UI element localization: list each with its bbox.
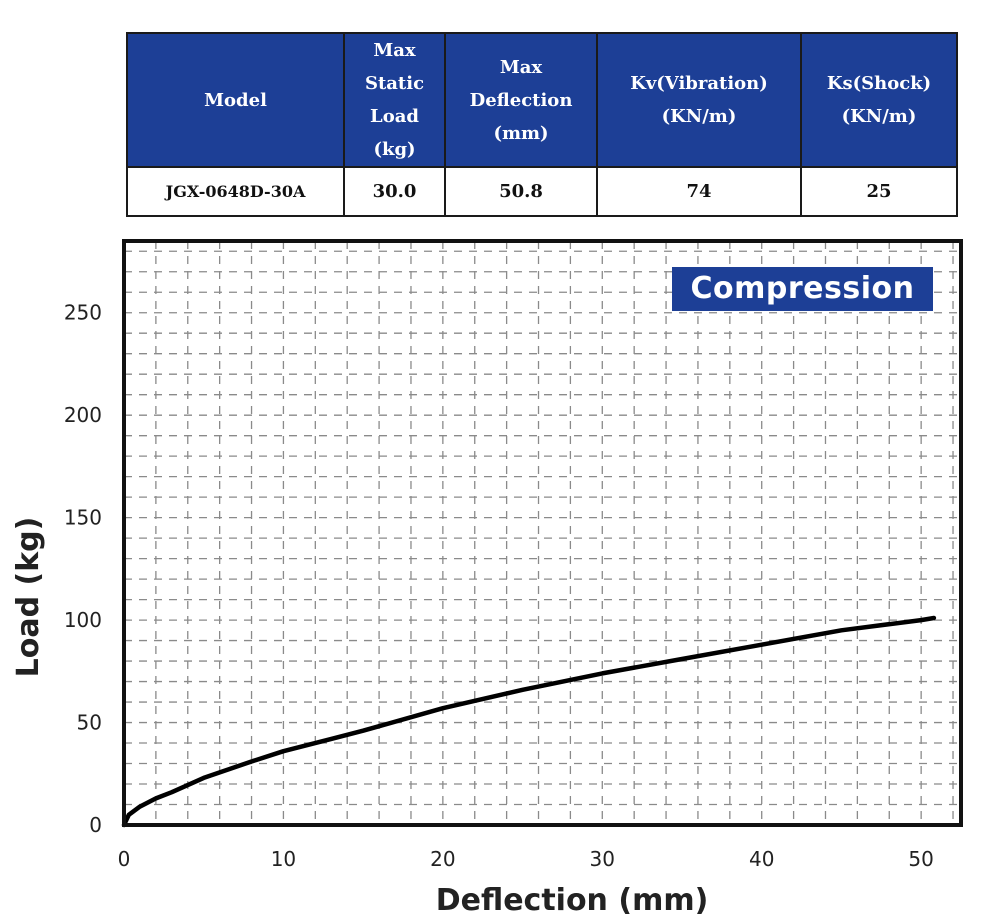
header-line: Max (373, 40, 416, 61)
y-tick-label: 50 (77, 711, 102, 735)
y-tick-label: 0 (89, 813, 102, 837)
plot-frame (122, 239, 963, 827)
y-axis-title: Load (kg) (11, 517, 46, 678)
x-tick-label: 20 (430, 847, 455, 871)
tick-labels: 0 10 20 30 40 50 0 50 100 150 200 250 (64, 301, 934, 871)
x-axis-title: Deflection (mm) (436, 883, 709, 918)
cell-max-deflection: 50.8 (444, 166, 598, 217)
header-line: (KN/m) (841, 106, 917, 127)
cell-model: JGX-0648D-30A (126, 166, 345, 217)
legend-compression: Compression (672, 267, 933, 311)
y-tick-label: 250 (64, 301, 102, 325)
spec-header-row: Model Max Static Load (kg) Max Deflectio… (126, 32, 958, 168)
series-line-compression (121, 615, 937, 828)
header-model: Model (126, 32, 345, 168)
cell-max-static-load: 30.0 (343, 166, 446, 217)
x-tick-label: 30 (590, 847, 615, 871)
header-line: Load (370, 106, 419, 127)
header-max-deflection: Max Deflection (mm) (444, 32, 598, 168)
header-kv-vibration: Kv(Vibration) (KN/m) (596, 32, 802, 168)
x-tick-label: 50 (908, 847, 933, 871)
header-max-static-load: Max Static Load (kg) (343, 32, 446, 168)
header-line: (KN/m) (661, 106, 737, 127)
x-tick-label: 0 (118, 847, 131, 871)
y-tick-label: 200 (64, 403, 102, 427)
cell-ks-shock: 25 (800, 166, 958, 217)
spec-table: Model Max Static Load (kg) Max Deflectio… (126, 32, 958, 217)
header-line: Static (364, 73, 425, 94)
header-line: Kv(Vibration) (630, 73, 768, 94)
header-ks-shock: Ks(Shock) (KN/m) (800, 32, 958, 168)
grid (124, 241, 961, 825)
header-line: Model (204, 89, 267, 111)
header-line: Ks(Shock) (826, 73, 932, 94)
header-line: (kg) (373, 139, 416, 160)
x-tick-label: 40 (749, 847, 774, 871)
header-line: (mm) (493, 122, 549, 144)
header-line: Deflection (469, 89, 573, 111)
spec-data-row: JGX-0648D-30A 30.0 50.8 74 25 (126, 166, 958, 217)
y-tick-label: 100 (64, 608, 102, 632)
x-tick-label: 10 (271, 847, 296, 871)
y-tick-label: 150 (64, 506, 102, 530)
cell-kv-vibration: 74 (596, 166, 802, 217)
header-line: Max (499, 56, 543, 78)
series-layer (121, 615, 937, 828)
